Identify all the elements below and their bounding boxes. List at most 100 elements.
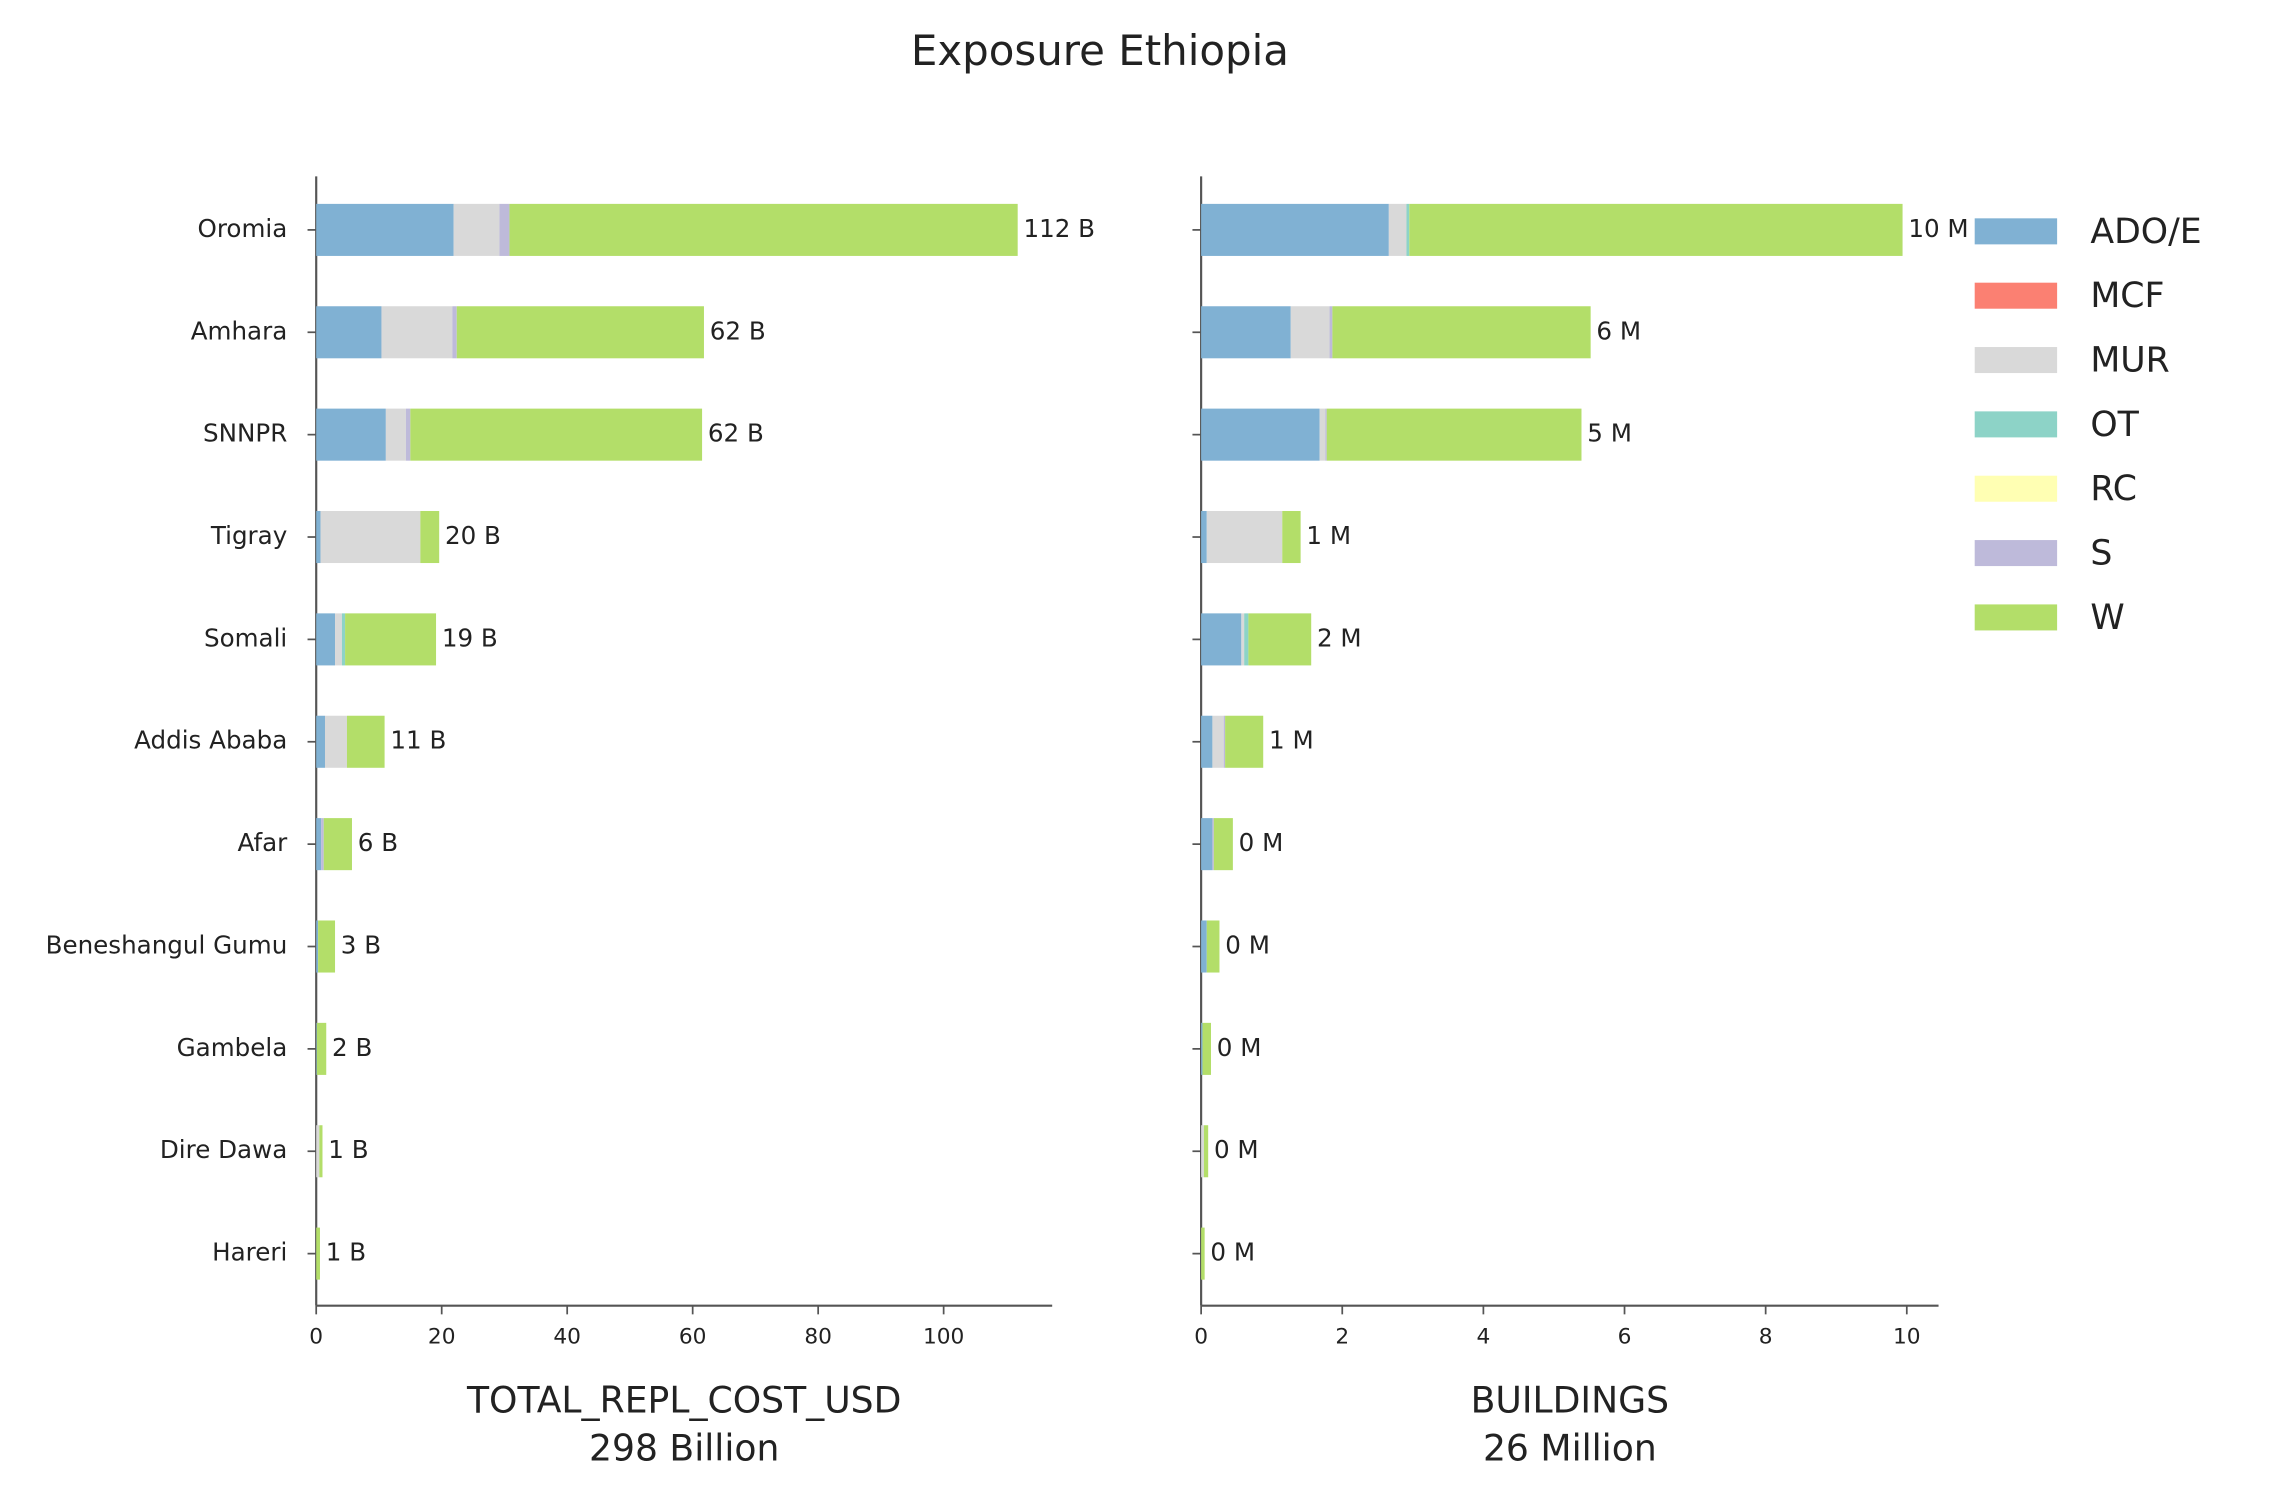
x-axis-label: TOTAL_REPL_COST_USD [466, 1379, 901, 1422]
bar-segment [1244, 613, 1249, 666]
legend-swatch [1974, 604, 2058, 631]
bar-segment [1201, 1022, 1203, 1075]
y-tick-label: SNNPR [203, 419, 287, 448]
bar-segment [1203, 1125, 1209, 1178]
total-label: 1 M [1269, 726, 1314, 755]
total-label: 11 B [390, 726, 446, 755]
bar-segment [316, 715, 325, 768]
bar-segment [316, 408, 386, 461]
y-tick-label: Tigray [210, 521, 287, 550]
total-label: 1 B [328, 1135, 368, 1164]
total-label: 2 M [1317, 623, 1362, 652]
bar-segment [316, 203, 454, 256]
total-label: 19 B [442, 623, 498, 652]
bar-segment [1201, 613, 1242, 666]
bar-segment [1201, 920, 1207, 973]
x-tick-label: 40 [553, 1324, 581, 1349]
total-label: 1 B [326, 1238, 366, 1267]
bar-segment [316, 1125, 320, 1178]
y-tick-label: Beneshangul Gumu [46, 931, 288, 960]
bar-segment [1326, 408, 1582, 461]
legend-swatch [1974, 282, 2058, 309]
y-tick-label: Hareri [212, 1238, 287, 1267]
figure-title: Exposure Ethiopia [911, 26, 1289, 75]
total-label: 62 B [710, 316, 766, 345]
bar-segment [321, 818, 324, 871]
x-tick-label: 4 [1476, 1324, 1490, 1349]
y-tick-label: Somali [204, 623, 287, 652]
bar-segment [1201, 408, 1320, 461]
bar-segment [499, 203, 510, 256]
bar-segment [1290, 306, 1330, 359]
bar-segment [316, 920, 319, 973]
bar-segment [1319, 408, 1326, 461]
x-tick-label: 0 [1194, 1324, 1208, 1349]
bar-segment [1201, 715, 1213, 768]
bar-segment [1201, 203, 1389, 256]
total-label: 0 M [1214, 1135, 1259, 1164]
bar-segment [1206, 510, 1283, 564]
bar-segment [316, 1022, 327, 1075]
bar-segment [345, 613, 437, 666]
bar-segment [1282, 510, 1301, 564]
y-tick-label: Afar [238, 828, 289, 857]
bar-segment [1201, 510, 1207, 564]
legend-swatch [1974, 347, 2058, 374]
bar-segment [341, 613, 346, 666]
bar-segment [1406, 203, 1410, 256]
bar-segment [1241, 613, 1245, 666]
bar-segment [453, 203, 500, 256]
bar-segment [346, 715, 385, 768]
bar-segment [1201, 1227, 1205, 1280]
bar-segment [1325, 408, 1327, 461]
bar-segment [316, 1022, 317, 1075]
x-axis-label: BUILDINGS [1471, 1379, 1669, 1422]
bar-segment [1212, 715, 1224, 768]
bar-segment [1329, 306, 1333, 359]
total-label: 0 M [1217, 1033, 1262, 1062]
bar-segment [1248, 613, 1312, 666]
bar-segment [1201, 306, 1291, 359]
total-label: 112 B [1023, 214, 1095, 243]
bar-segment [316, 510, 321, 564]
x-axis-sublabel: 298 Billion [589, 1426, 779, 1469]
bar-segment [1201, 1125, 1204, 1178]
bar-segment [316, 306, 382, 359]
total-label: 2 B [332, 1033, 372, 1062]
legend-swatch [1974, 411, 2058, 438]
legend-label: W [2090, 598, 2124, 638]
bar-segment [316, 613, 336, 666]
legend-label: ADO/E [2090, 212, 2201, 252]
bar-segment [319, 1125, 323, 1178]
bar-segment [324, 715, 347, 768]
x-tick-label: 10 [1893, 1324, 1921, 1349]
x-tick-label: 2 [1335, 1324, 1349, 1349]
bar-segment [1332, 306, 1591, 359]
x-tick-label: 80 [804, 1324, 832, 1349]
total-label: 6 M [1596, 316, 1641, 345]
x-tick-label: 0 [309, 1324, 323, 1349]
bar-segment [1213, 818, 1233, 871]
bar-segment [420, 510, 440, 564]
total-label: 20 B [445, 521, 501, 550]
bar-segment [456, 306, 704, 359]
y-tick-label: Oromia [198, 214, 288, 243]
total-label: 0 M [1239, 828, 1284, 857]
bar-segment [410, 408, 703, 461]
x-tick-label: 8 [1759, 1324, 1773, 1349]
x-axis-sublabel: 26 Million [1483, 1426, 1657, 1469]
legend-label: MUR [2090, 340, 2169, 380]
bar-segment [318, 920, 336, 973]
total-label: 0 M [1210, 1238, 1255, 1267]
bar-segment [1206, 920, 1220, 973]
bar-segment [1223, 715, 1226, 768]
legend-label: MCF [2090, 276, 2164, 316]
bar-segment [509, 203, 1018, 256]
bar-segment [381, 306, 453, 359]
total-label: 1 M [1306, 521, 1351, 550]
total-label: 6 B [358, 828, 398, 857]
y-tick-label: Amhara [191, 316, 288, 345]
total-label: 5 M [1587, 419, 1632, 448]
bar-segment [1212, 818, 1214, 871]
